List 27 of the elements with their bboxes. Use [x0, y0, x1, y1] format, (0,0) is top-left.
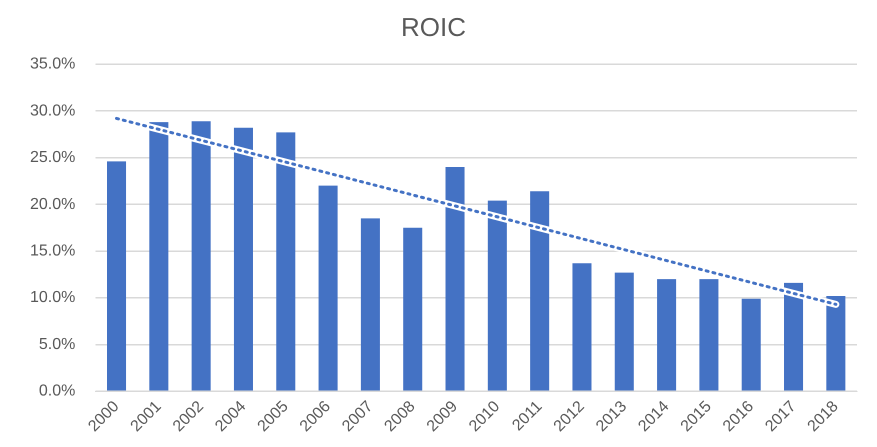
y-tick-label: 20.0%	[30, 196, 76, 213]
y-tick-label: 35.0%	[30, 56, 76, 73]
bar	[360, 218, 380, 391]
bar	[276, 132, 296, 391]
bar	[572, 263, 592, 391]
bar	[107, 161, 126, 391]
bar	[614, 272, 634, 391]
y-tick-label: 0.0%	[38, 382, 76, 400]
bar	[234, 128, 253, 391]
bar	[488, 200, 507, 391]
bar	[403, 228, 422, 391]
bar	[657, 279, 676, 391]
y-tick-label: 25.0%	[30, 149, 76, 166]
y-tick-label: 30.0%	[30, 102, 76, 120]
bar	[192, 121, 211, 391]
bar	[318, 186, 338, 391]
y-tick-label: 5.0%	[38, 336, 76, 353]
bar	[826, 296, 846, 391]
bar	[699, 279, 718, 391]
y-tick-label: 15.0%	[30, 242, 76, 260]
bar	[742, 298, 761, 391]
bar	[149, 122, 168, 391]
bar	[446, 166, 465, 391]
bar	[530, 191, 550, 391]
y-tick-label: 10.0%	[30, 289, 76, 306]
chart-title: ROIC	[401, 12, 466, 42]
bar	[784, 282, 804, 391]
